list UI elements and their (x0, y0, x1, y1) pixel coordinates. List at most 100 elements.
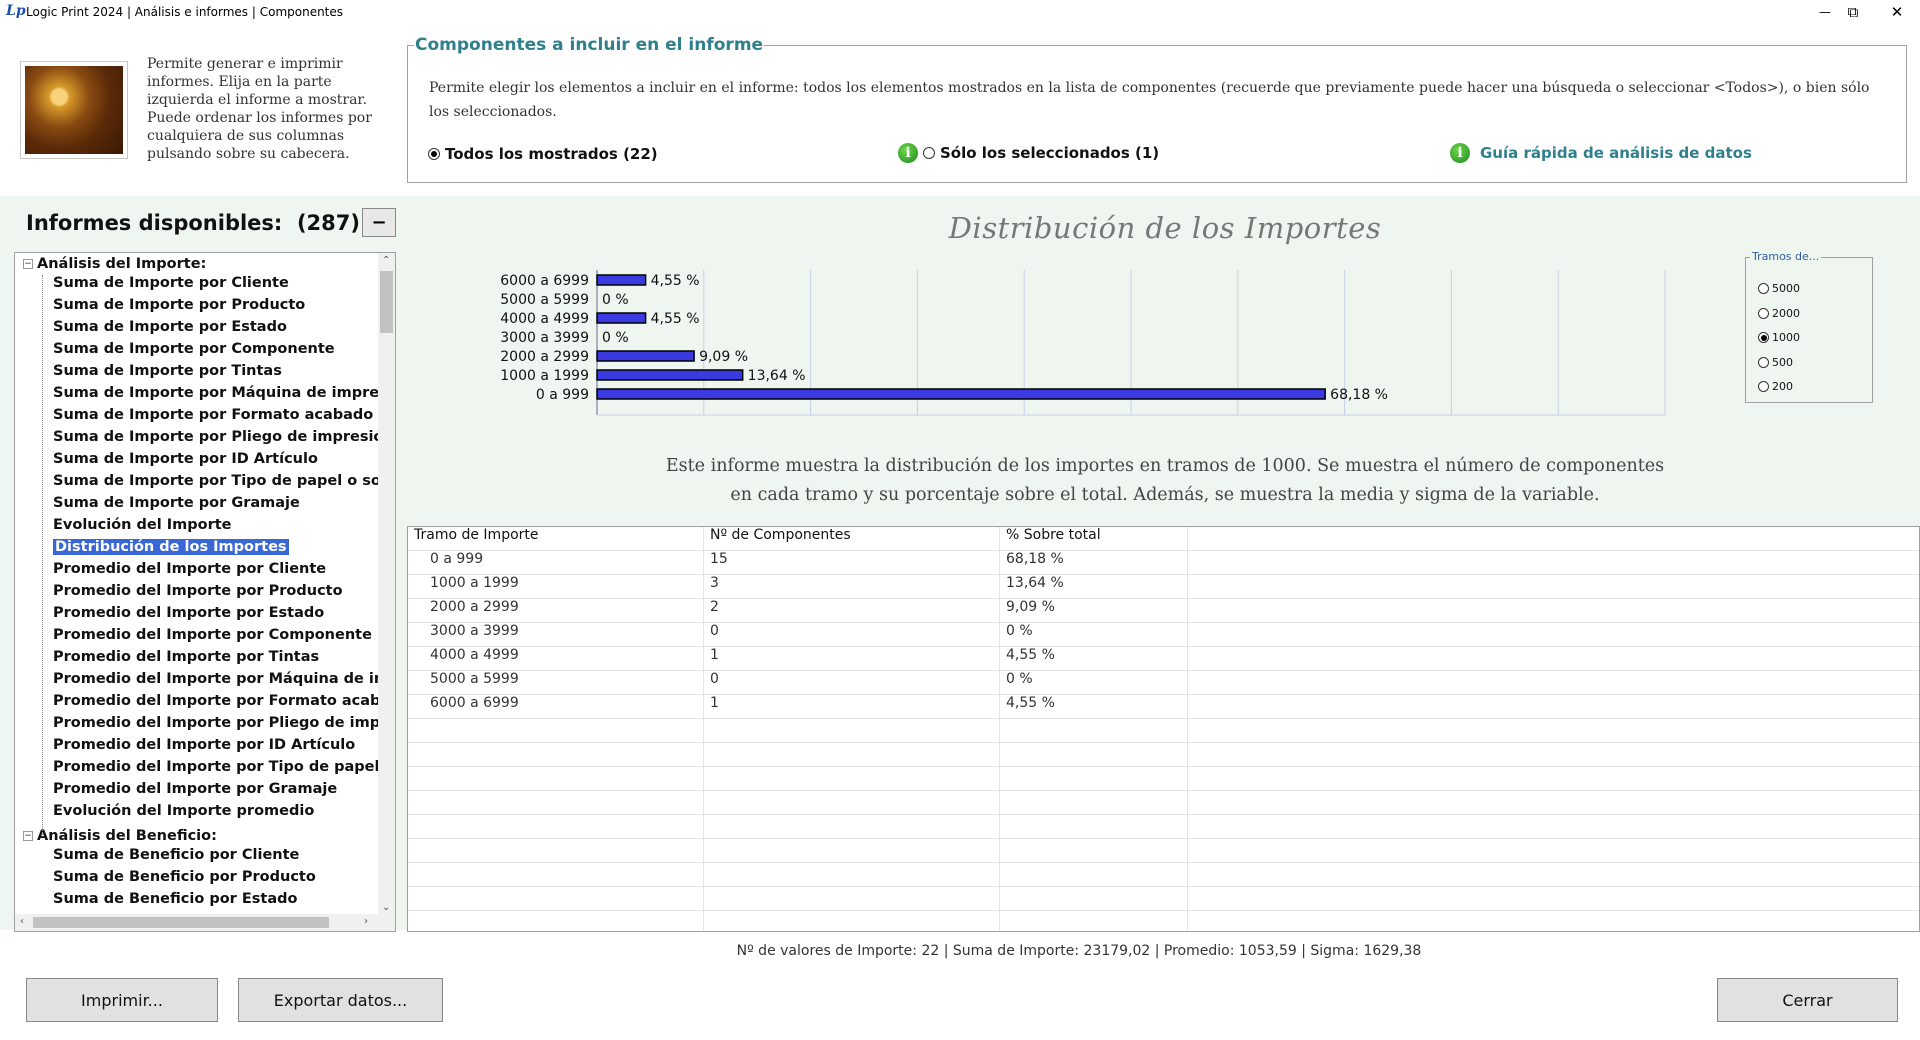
restore-button[interactable]: ⧉ (1830, 0, 1876, 24)
tree-item[interactable]: Suma de Importe por ID Artículo (15, 451, 378, 473)
table-cell: 2000 a 2999 (408, 599, 704, 623)
close-button[interactable]: Cerrar (1717, 978, 1898, 1022)
table-row[interactable]: 2000 a 2999 2 9,09 % (408, 599, 1919, 623)
tramo-radio[interactable] (1758, 332, 1769, 343)
tree-item[interactable]: Promedio del Importe por Pliego de impre… (15, 715, 378, 737)
table-row[interactable] (408, 863, 1919, 887)
column-header[interactable]: Nº de Componentes (704, 527, 1000, 551)
table-row[interactable] (408, 743, 1919, 767)
option-all-shown[interactable]: Todos los mostrados (22) (428, 145, 658, 163)
minimize-icon: — (1819, 5, 1831, 19)
table-row[interactable] (408, 887, 1919, 911)
close-window-button[interactable]: ✕ (1874, 0, 1920, 24)
table-row[interactable] (408, 911, 1919, 931)
tree-item[interactable]: Suma de Importe por Producto (15, 297, 378, 319)
tree-group-label: Análisis del Beneficio: (37, 828, 217, 844)
scroll-up-icon[interactable]: ⌃ (382, 255, 391, 266)
tramo-option-200[interactable]: 200 (1758, 380, 1793, 393)
tree-item[interactable]: Suma de Importe por Gramaje (15, 495, 378, 517)
tramo-radio[interactable] (1758, 381, 1769, 392)
tree-horizontal-scroll-thumb[interactable] (33, 917, 329, 928)
tramo-option-label: 500 (1772, 355, 1793, 369)
tree-group-1[interactable]: − Análisis del Beneficio: (15, 825, 378, 847)
scroll-right-icon[interactable]: › (364, 916, 368, 927)
print-button[interactable]: Imprimir... (26, 978, 218, 1022)
table-row[interactable] (408, 791, 1919, 815)
table-row[interactable]: 0 a 999 15 68,18 % (408, 551, 1919, 575)
tramo-option-5000[interactable]: 5000 (1758, 282, 1800, 295)
table-cell-empty (704, 839, 1000, 863)
tree-item[interactable]: Distribución de los Importes (15, 539, 378, 561)
scroll-left-icon[interactable]: ‹ (20, 916, 24, 927)
radio-selected-only[interactable] (923, 147, 935, 159)
tree-vertical-scroll-thumb[interactable] (380, 271, 393, 333)
tree-item[interactable]: Suma de Beneficio por Producto (15, 869, 378, 891)
quick-guide-link[interactable]: i Guía rápida de análisis de datos (1450, 143, 1752, 163)
option-selected-only[interactable]: i Sólo los seleccionados (1) (898, 143, 1159, 163)
tree-item[interactable]: Promedio del Importe por Estado (15, 605, 378, 627)
tramo-radio[interactable] (1758, 283, 1769, 294)
info-icon[interactable]: i (898, 143, 918, 163)
scroll-down-icon[interactable]: ⌄ (382, 902, 391, 913)
tree-item[interactable]: Suma de Importe por Formato acabado (15, 407, 378, 429)
tramo-option-1000[interactable]: 1000 (1758, 331, 1800, 344)
expander-icon[interactable]: − (23, 831, 33, 841)
tree-item[interactable]: Suma de Importe por Estado (15, 319, 378, 341)
tree-item[interactable]: Evolución del Importe (15, 517, 378, 539)
tree-item[interactable]: Promedio del Importe por ID Artículo (15, 737, 378, 759)
table-row[interactable] (408, 815, 1919, 839)
table-cell: 1 (704, 695, 1000, 719)
column-header[interactable]: Tramo de Importe (408, 527, 704, 551)
tree-item[interactable]: Suma de Importe por Máquina de impresión (15, 385, 378, 407)
tree-item-label: Suma de Importe por Formato acabado (53, 407, 374, 423)
tree-item[interactable]: Promedio del Importe por Producto (15, 583, 378, 605)
tree-item[interactable]: Suma de Importe por Pliego de impresión (15, 429, 378, 451)
tree-item[interactable]: Suma de Importe por Componente (15, 341, 378, 363)
table-row[interactable]: 5000 a 5999 0 0 % (408, 671, 1919, 695)
tramo-option-500[interactable]: 500 (1758, 356, 1793, 369)
table-row[interactable] (408, 839, 1919, 863)
tree-item[interactable]: Suma de Beneficio por Cliente (15, 847, 378, 869)
tramo-option-2000[interactable]: 2000 (1758, 307, 1800, 320)
tree-vertical-scrollbar[interactable]: ⌃ ⌄ (378, 253, 395, 915)
data-label: 4,55 % (651, 273, 700, 289)
tree-item[interactable]: Promedio del Importe por Cliente (15, 561, 378, 583)
table-row[interactable]: 1000 a 1999 3 13,64 % (408, 575, 1919, 599)
table-row[interactable]: 4000 a 4999 1 4,55 % (408, 647, 1919, 671)
table-row[interactable]: 6000 a 6999 1 4,55 % (408, 695, 1919, 719)
tree-group-label: Análisis del Importe: (37, 256, 207, 272)
minimize-button[interactable]: — (1802, 0, 1848, 24)
reports-tree[interactable]: − Análisis del Importe: Suma de Importe po… (14, 252, 396, 932)
tree-item[interactable]: Suma de Importe por Tipo de papel o sopo… (15, 473, 378, 495)
tree-item[interactable]: Promedio del Importe por Tipo de papel o… (15, 759, 378, 781)
tree-item[interactable]: Promedio del Importe por Tintas (15, 649, 378, 671)
tree-group-0[interactable]: − Análisis del Importe: (15, 253, 378, 275)
window-title: Logic Print 2024 | Análisis e informes |… (26, 5, 344, 19)
table-cell-empty (704, 791, 1000, 815)
column-header[interactable]: % Sobre total (1000, 527, 1188, 551)
tree-item[interactable]: Evolución del Importe promedio (15, 803, 378, 825)
table-header[interactable]: Tramo de Importe Nº de Componentes% Sobre… (408, 527, 1919, 551)
data-label: 4,55 % (651, 311, 700, 327)
tree-item[interactable]: Promedio del Importe por Máquina de impr… (15, 671, 378, 693)
tree-item[interactable]: Promedio del Importe por Gramaje (15, 781, 378, 803)
expander-icon[interactable]: − (23, 259, 33, 269)
radio-all-shown[interactable] (428, 148, 440, 160)
tree-item[interactable]: Suma de Importe por Cliente (15, 275, 378, 297)
table-row[interactable]: 3000 a 3999 0 0 % (408, 623, 1919, 647)
tree-item[interactable]: Suma de Beneficio por Estado (15, 891, 378, 913)
collapse-all-button[interactable]: − (362, 208, 396, 237)
tree-item[interactable]: Promedio del Importe por Componente (15, 627, 378, 649)
tramo-radio[interactable] (1758, 356, 1769, 368)
tree-item-label: Evolución del Importe (53, 517, 232, 533)
tree-item-label: Suma de Importe por ID Artículo (53, 451, 318, 467)
tramo-radio[interactable] (1758, 307, 1769, 319)
data-table[interactable]: Tramo de Importe Nº de Componentes% Sobre… (407, 526, 1920, 932)
export-data-button[interactable]: Exportar datos... (238, 978, 443, 1022)
tree-item[interactable]: Promedio del Importe por Formato acabado (15, 693, 378, 715)
table-row[interactable] (408, 767, 1919, 791)
tree-item[interactable]: Suma de Importe por Tintas (15, 363, 378, 385)
table-row[interactable] (408, 719, 1919, 743)
tree-horizontal-scrollbar[interactable]: ‹ › (15, 914, 395, 931)
table-cell-empty (704, 719, 1000, 743)
